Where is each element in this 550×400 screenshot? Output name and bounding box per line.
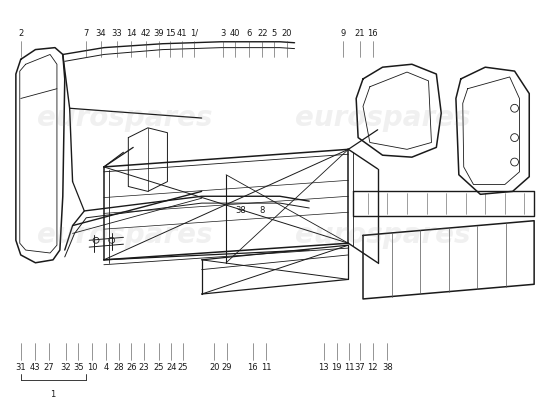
Text: 41: 41 bbox=[177, 29, 188, 38]
Text: 10: 10 bbox=[87, 362, 97, 372]
Text: 9: 9 bbox=[341, 29, 346, 38]
Text: 16: 16 bbox=[367, 29, 378, 38]
Text: 34: 34 bbox=[96, 29, 106, 38]
Text: 1/: 1/ bbox=[190, 29, 198, 38]
Text: 20: 20 bbox=[282, 29, 292, 38]
Text: 8: 8 bbox=[260, 206, 265, 216]
Text: 23: 23 bbox=[139, 362, 149, 372]
Text: 15: 15 bbox=[165, 29, 175, 38]
Text: 25: 25 bbox=[153, 362, 164, 372]
Text: 14: 14 bbox=[126, 29, 136, 38]
Text: eurospares: eurospares bbox=[295, 104, 470, 132]
Text: 40: 40 bbox=[230, 29, 240, 38]
Text: 4: 4 bbox=[103, 362, 108, 372]
Text: eurospares: eurospares bbox=[295, 221, 470, 249]
Text: 12: 12 bbox=[367, 362, 378, 372]
Text: eurospares: eurospares bbox=[37, 104, 212, 132]
Text: 26: 26 bbox=[126, 362, 136, 372]
Text: 27: 27 bbox=[44, 362, 54, 372]
Text: 39: 39 bbox=[153, 29, 164, 38]
Text: 38: 38 bbox=[382, 362, 393, 372]
Text: 43: 43 bbox=[30, 362, 41, 372]
Text: 1: 1 bbox=[51, 390, 56, 399]
Text: 19: 19 bbox=[331, 362, 342, 372]
Text: 35: 35 bbox=[73, 362, 84, 372]
Text: 28: 28 bbox=[113, 362, 124, 372]
Text: 2: 2 bbox=[18, 29, 24, 38]
Text: 37: 37 bbox=[355, 362, 365, 372]
Text: 31: 31 bbox=[15, 362, 26, 372]
Text: 21: 21 bbox=[355, 29, 365, 38]
Text: 38: 38 bbox=[235, 206, 246, 216]
Text: 13: 13 bbox=[318, 362, 329, 372]
Text: eurospares: eurospares bbox=[37, 221, 212, 249]
Text: 7: 7 bbox=[84, 29, 89, 38]
Text: 22: 22 bbox=[257, 29, 267, 38]
Text: 5: 5 bbox=[271, 29, 277, 38]
Text: 24: 24 bbox=[166, 362, 177, 372]
Text: 16: 16 bbox=[247, 362, 258, 372]
Text: 6: 6 bbox=[246, 29, 251, 38]
Text: 32: 32 bbox=[60, 362, 71, 372]
Text: 20: 20 bbox=[209, 362, 219, 372]
Text: 11: 11 bbox=[344, 362, 355, 372]
Text: 42: 42 bbox=[141, 29, 151, 38]
Text: 11: 11 bbox=[261, 362, 272, 372]
Text: 3: 3 bbox=[221, 29, 226, 38]
Text: 25: 25 bbox=[178, 362, 188, 372]
Text: 33: 33 bbox=[111, 29, 122, 38]
Text: 29: 29 bbox=[222, 362, 232, 372]
